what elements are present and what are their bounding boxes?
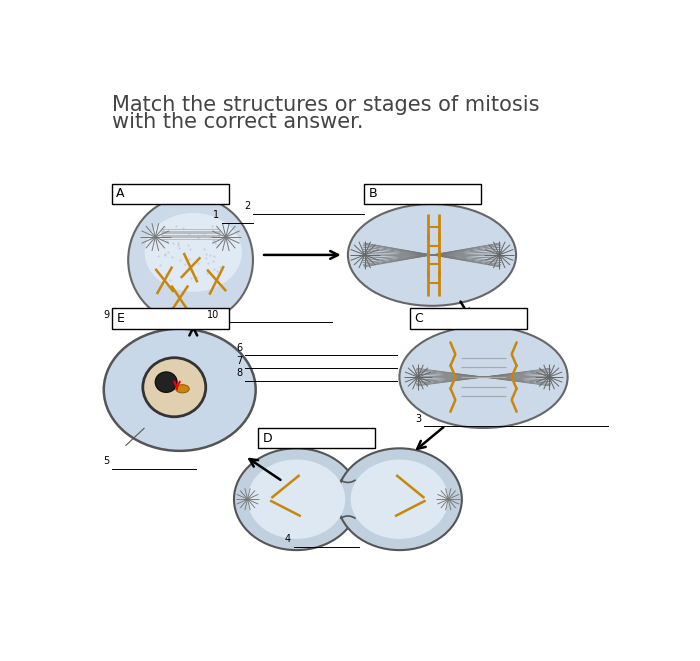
FancyBboxPatch shape [258,428,375,448]
Text: with the correct answer.: with the correct answer. [112,112,363,132]
FancyBboxPatch shape [112,308,228,329]
Ellipse shape [400,326,568,428]
Text: D: D [262,432,272,445]
Text: E: E [116,312,124,325]
Ellipse shape [234,448,358,550]
Ellipse shape [176,385,189,393]
Circle shape [143,358,206,417]
Text: 1: 1 [214,210,219,220]
Text: 2: 2 [244,201,251,211]
Text: B: B [368,187,377,200]
Ellipse shape [145,213,242,292]
Ellipse shape [337,448,462,550]
Text: 7: 7 [236,356,242,366]
Text: 9: 9 [103,309,109,319]
Text: 6: 6 [236,342,242,352]
FancyBboxPatch shape [410,308,527,329]
Text: 3: 3 [415,414,421,424]
Text: 8: 8 [236,368,242,378]
FancyBboxPatch shape [112,184,228,204]
Text: 10: 10 [207,309,219,319]
FancyBboxPatch shape [364,184,481,204]
Ellipse shape [348,204,516,306]
Ellipse shape [248,459,345,539]
Ellipse shape [128,196,253,324]
Ellipse shape [104,329,256,451]
Text: C: C [414,312,424,325]
Ellipse shape [351,459,448,539]
Text: 4: 4 [285,534,291,544]
Circle shape [155,372,177,393]
Text: 5: 5 [103,456,109,466]
Text: A: A [116,187,125,200]
Text: Match the structures or stages of mitosis: Match the structures or stages of mitosi… [112,95,540,114]
